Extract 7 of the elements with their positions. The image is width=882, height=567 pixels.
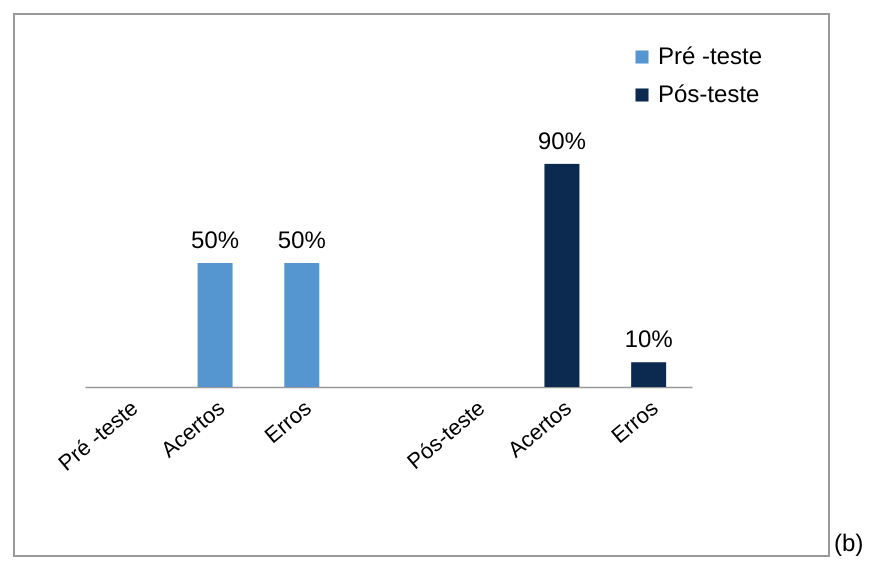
legend-label: Pré -teste xyxy=(658,43,762,70)
data-label: 90% xyxy=(538,128,586,155)
data-label: 50% xyxy=(191,227,240,254)
legend-label: Pós-teste xyxy=(658,81,760,108)
data-label: 10% xyxy=(624,326,673,354)
data-label: 50% xyxy=(278,227,326,254)
text: (b) xyxy=(834,530,864,558)
